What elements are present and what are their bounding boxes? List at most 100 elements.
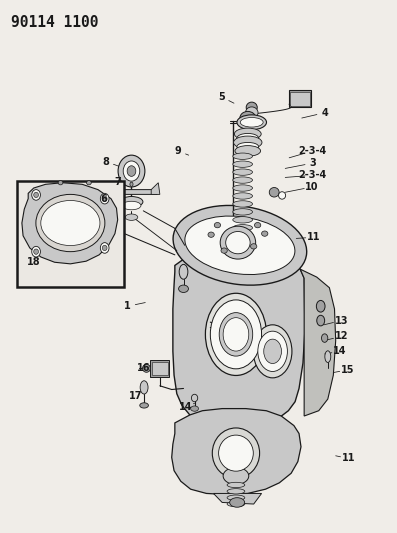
Ellipse shape <box>233 209 252 215</box>
Ellipse shape <box>130 182 133 187</box>
Text: 13: 13 <box>334 316 348 326</box>
Ellipse shape <box>279 192 285 199</box>
Ellipse shape <box>34 192 39 198</box>
Ellipse shape <box>120 197 143 207</box>
Ellipse shape <box>191 394 198 402</box>
Text: 90114 1100: 90114 1100 <box>11 14 99 30</box>
Polygon shape <box>110 190 157 195</box>
Text: 11: 11 <box>341 454 355 463</box>
Ellipse shape <box>227 482 245 488</box>
Ellipse shape <box>233 161 252 167</box>
Ellipse shape <box>233 216 252 223</box>
Ellipse shape <box>233 169 252 175</box>
Ellipse shape <box>233 136 262 149</box>
Ellipse shape <box>214 222 221 228</box>
Text: 14: 14 <box>333 346 346 357</box>
Bar <box>290 92 310 107</box>
Ellipse shape <box>223 467 249 484</box>
Text: 2-3-4: 2-3-4 <box>299 171 327 180</box>
Ellipse shape <box>264 339 281 364</box>
Ellipse shape <box>210 300 262 369</box>
Text: 8: 8 <box>102 157 109 166</box>
Ellipse shape <box>58 181 63 185</box>
Ellipse shape <box>185 216 295 274</box>
Ellipse shape <box>179 285 189 293</box>
Ellipse shape <box>233 177 252 183</box>
Text: 11: 11 <box>307 232 320 243</box>
Ellipse shape <box>253 325 292 378</box>
Ellipse shape <box>179 264 188 279</box>
Ellipse shape <box>220 226 256 259</box>
Ellipse shape <box>205 293 266 375</box>
Ellipse shape <box>240 111 256 125</box>
Ellipse shape <box>316 301 325 312</box>
Ellipse shape <box>235 146 260 156</box>
Text: 17: 17 <box>129 391 142 401</box>
Ellipse shape <box>122 201 141 210</box>
Ellipse shape <box>34 249 39 254</box>
Ellipse shape <box>262 231 268 236</box>
Bar <box>17 181 124 287</box>
Ellipse shape <box>254 222 261 228</box>
Text: 7: 7 <box>114 176 121 187</box>
Polygon shape <box>300 269 336 416</box>
Ellipse shape <box>322 334 328 342</box>
Ellipse shape <box>221 248 227 253</box>
Bar <box>289 91 311 108</box>
Ellipse shape <box>143 365 150 372</box>
Ellipse shape <box>219 313 253 356</box>
Text: 16: 16 <box>137 364 151 373</box>
Ellipse shape <box>245 107 258 118</box>
Ellipse shape <box>317 316 325 326</box>
Polygon shape <box>107 183 116 195</box>
Ellipse shape <box>152 361 166 376</box>
Ellipse shape <box>127 166 136 176</box>
Ellipse shape <box>173 205 307 285</box>
Ellipse shape <box>269 188 279 197</box>
Ellipse shape <box>251 244 257 249</box>
Ellipse shape <box>219 435 253 471</box>
Ellipse shape <box>87 181 91 185</box>
Ellipse shape <box>227 502 245 507</box>
Ellipse shape <box>325 351 331 362</box>
Ellipse shape <box>233 224 252 231</box>
Text: 1: 1 <box>124 301 131 311</box>
Ellipse shape <box>233 153 252 159</box>
Polygon shape <box>173 253 305 426</box>
Text: 12: 12 <box>334 332 348 342</box>
Ellipse shape <box>237 142 258 151</box>
Ellipse shape <box>102 196 107 201</box>
Polygon shape <box>172 409 301 495</box>
Ellipse shape <box>102 245 107 251</box>
Ellipse shape <box>237 115 266 130</box>
Text: 2-3-4: 2-3-4 <box>299 146 327 156</box>
Text: 9: 9 <box>175 146 181 156</box>
Ellipse shape <box>246 102 257 113</box>
Text: 3: 3 <box>309 158 316 168</box>
Bar <box>152 362 168 375</box>
Text: 18: 18 <box>27 257 40 267</box>
Ellipse shape <box>100 193 109 204</box>
Ellipse shape <box>118 155 145 187</box>
Ellipse shape <box>36 195 105 252</box>
Text: 5: 5 <box>218 92 225 102</box>
Ellipse shape <box>223 318 249 351</box>
Ellipse shape <box>233 201 252 207</box>
Ellipse shape <box>32 246 40 257</box>
Ellipse shape <box>208 232 214 237</box>
Ellipse shape <box>233 193 252 199</box>
Polygon shape <box>214 494 262 504</box>
Ellipse shape <box>123 161 140 181</box>
Ellipse shape <box>125 214 138 220</box>
Ellipse shape <box>191 406 198 411</box>
Ellipse shape <box>226 231 250 254</box>
Ellipse shape <box>227 489 245 494</box>
Ellipse shape <box>234 128 261 140</box>
Text: 4: 4 <box>321 108 328 118</box>
Ellipse shape <box>258 331 287 372</box>
Ellipse shape <box>227 495 245 500</box>
Ellipse shape <box>41 200 100 246</box>
Text: 10: 10 <box>305 182 319 192</box>
Text: 14: 14 <box>179 402 193 412</box>
Ellipse shape <box>100 243 109 253</box>
